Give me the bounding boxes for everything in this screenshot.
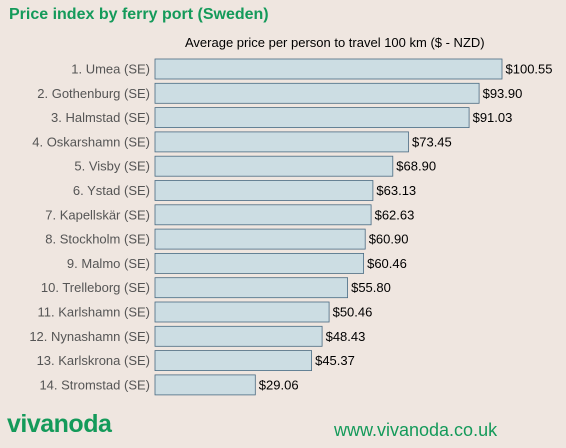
value-label: $48.43 (326, 329, 366, 344)
bar (154, 277, 349, 299)
value-label: $60.46 (367, 256, 407, 271)
value-label: $63.13 (376, 183, 416, 198)
category-label: 11. Karlshamn (SE) (38, 305, 150, 320)
value-label: $55.80 (351, 280, 391, 295)
category-label: 4. Oskarshamn (SE) (32, 134, 150, 149)
bar (154, 107, 470, 128)
bars-group: 1. Umea (SE) $100.55 2. Gothenburg (SE) $93… (29, 58, 553, 396)
category-label: 7. Kapellskär (SE) (45, 207, 150, 222)
value-label: $68.90 (396, 159, 436, 174)
category-label: 14. Stromstad (SE) (39, 377, 150, 392)
category-label: 2. Gothenburg (SE) (37, 86, 150, 101)
value-label: $50.46 (333, 305, 373, 320)
bar (154, 228, 366, 250)
bar (154, 82, 480, 104)
bar (154, 155, 394, 177)
value-label: $45.37 (315, 353, 355, 368)
bar (154, 204, 372, 226)
bar (154, 58, 503, 80)
bar (154, 180, 374, 201)
bar (154, 374, 256, 396)
value-label: $29.06 (259, 377, 299, 392)
category-label: 3. Halmstad (SE) (51, 110, 150, 125)
bar (154, 350, 313, 372)
bar (154, 301, 330, 323)
category-label: 12. Nynashamn (SE) (29, 329, 150, 344)
value-label: $60.90 (369, 232, 409, 247)
category-label: 13. Karlskrona (SE) (37, 353, 150, 368)
site-url-link[interactable]: www.vivanoda.co.uk (334, 420, 498, 440)
category-label: 1. Umea (SE) (71, 62, 150, 77)
value-label: $93.90 (483, 86, 523, 101)
category-label: 10. Trelleborg (SE) (41, 280, 150, 295)
category-label: 9. Malmo (SE) (67, 256, 150, 271)
bar (154, 252, 365, 274)
category-label: 6. Ystad (SE) (73, 183, 150, 198)
category-label: 8. Stockholm (SE) (45, 232, 150, 247)
page-title: Price index by ferry port (Sweden) (9, 6, 269, 23)
bar-chart: 1. Umea (SE) $100.55 2. Gothenburg (SE) $93… (29, 58, 553, 396)
bar (154, 131, 409, 153)
bar (154, 325, 323, 347)
value-label: $62.63 (375, 207, 415, 222)
category-label: 5. Visby (SE) (74, 159, 150, 174)
value-label: $73.45 (412, 134, 452, 149)
chart-subtitle: Average price per person to travel 100 k… (185, 35, 485, 50)
value-label: $100.55 (506, 62, 553, 77)
brand-logo: vivanoda (7, 410, 112, 438)
value-label: $91.03 (473, 110, 513, 125)
